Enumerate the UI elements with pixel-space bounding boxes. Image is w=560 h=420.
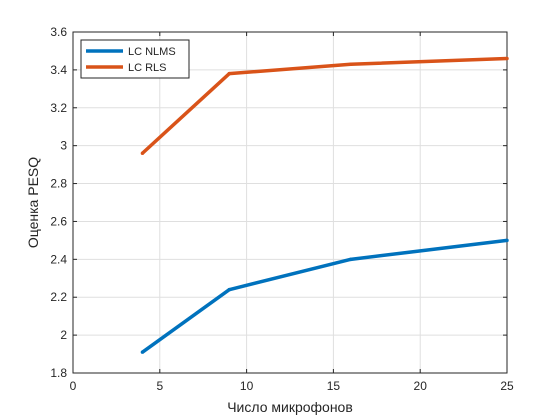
x-tick-label-2: 10: [240, 379, 254, 393]
data-point-1-1: [227, 71, 231, 76]
data-point-1-0: [140, 151, 145, 155]
y-tick-label-0: 1.8: [50, 366, 67, 380]
data-point-0-0: [140, 350, 145, 354]
series-line-0: [141, 238, 508, 354]
plot-area: [72, 31, 508, 374]
x-tick-label-3: 15: [327, 379, 341, 393]
legend-label-1: LC RLS: [128, 62, 167, 74]
y-tick-label-9: 3.6: [50, 25, 67, 39]
y-tick-label-5: 2.8: [50, 177, 67, 191]
axis-ticks: 0 5 10 15 20 25 1.8 2 2.2 2.4 2.6 2.8 3 3.2 3.4 3.6: [50, 25, 514, 393]
data-point-0-1: [227, 287, 231, 292]
legend-label-0: LC NLMS: [128, 46, 176, 58]
x-tick-label-1: 5: [156, 379, 163, 393]
y-tick-label-7: 3.2: [50, 101, 67, 115]
y-axis-label: Оценка PESQ: [25, 157, 41, 248]
y-tick-label-4: 2.6: [50, 214, 67, 228]
x-axis-label: Число микрофонов: [227, 399, 353, 415]
legend: LC NLMS LC RLS: [80, 39, 190, 79]
data-point-0-2: [349, 257, 353, 262]
legend-box: [80, 39, 190, 79]
data-point-1-2: [349, 62, 353, 66]
y-tick-label-2: 2.2: [50, 290, 67, 304]
x-tick-label-4: 20: [414, 379, 428, 393]
data-point-0-3: [505, 238, 509, 243]
series-line-1: [141, 56, 508, 155]
y-tick-label-6: 3: [60, 139, 67, 153]
y-tick-label-8: 3.4: [50, 63, 67, 77]
x-tick-label-0: 0: [70, 379, 77, 393]
y-tick-label-1: 2: [60, 328, 67, 342]
y-tick-label-3: 2.4: [50, 252, 67, 266]
x-tick-label-5: 25: [500, 379, 514, 393]
data-point-1-3: [505, 56, 509, 61]
grid: [72, 31, 508, 374]
series-lines: [140, 56, 509, 354]
